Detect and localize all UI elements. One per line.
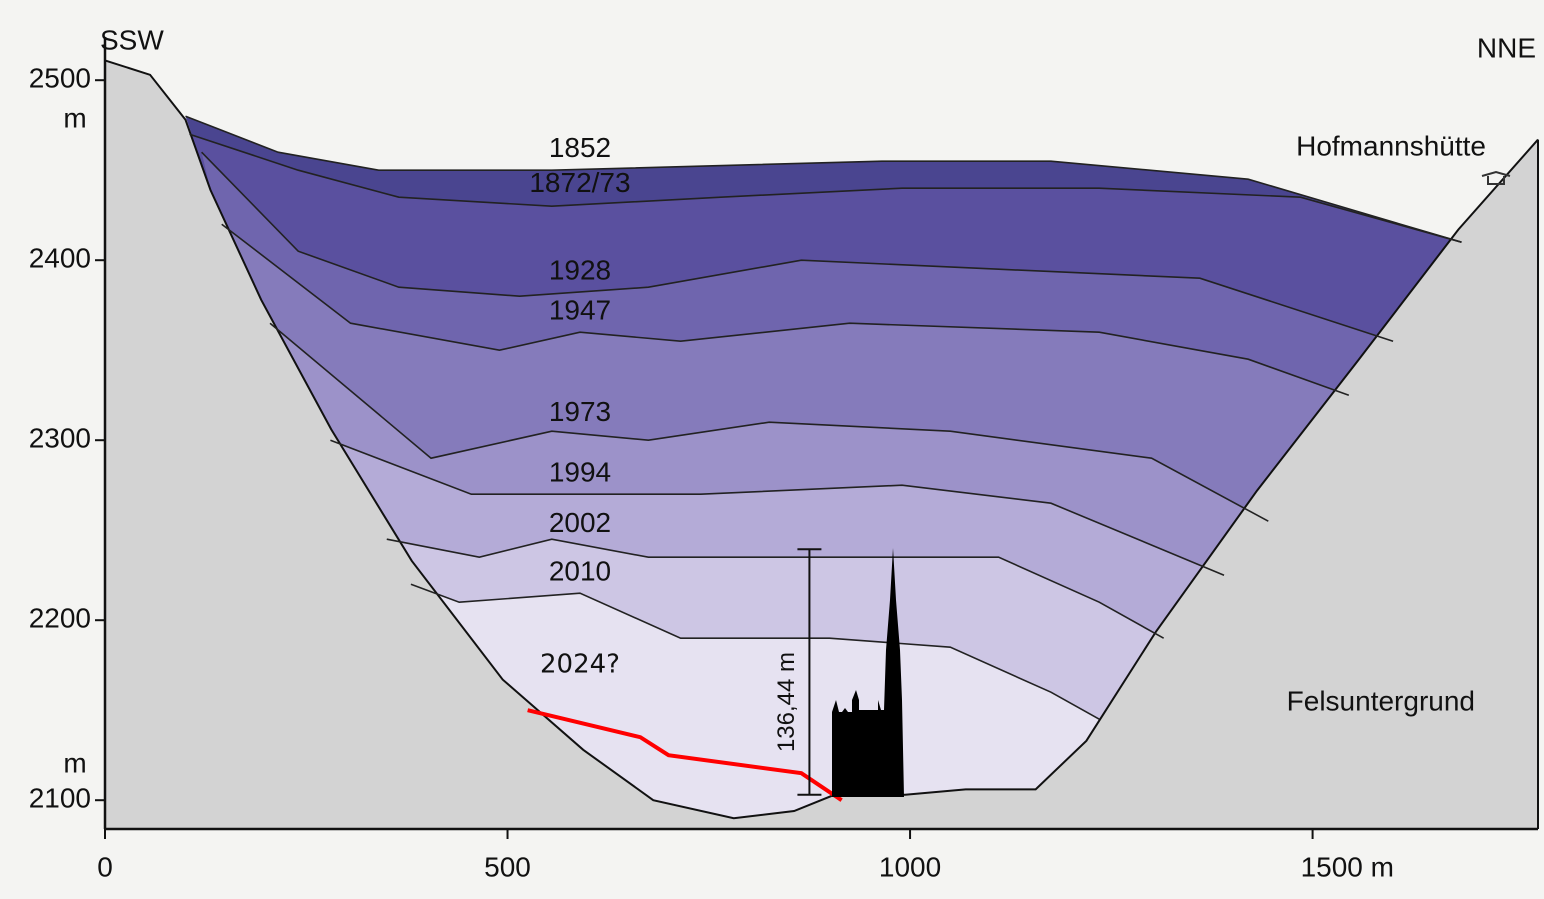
chart: 1852 1872/73 1928 1947 1973 1994 2002 2010 2024?… [0, 0, 1544, 899]
series-label: 1928 [549, 254, 611, 285]
series-label: 2002 [549, 507, 611, 538]
left-direction: SSW [100, 24, 164, 55]
series-label: 1947 [549, 295, 611, 326]
series-label: 1973 [549, 396, 611, 427]
x-tick-label: 0 [97, 851, 113, 882]
y-tick-label: 2300 [29, 423, 91, 454]
series-label: 1994 [549, 457, 611, 488]
y-unit-bottom: m [63, 747, 86, 778]
series-label: 2010 [549, 556, 611, 587]
x-tick-label: 1500 m [1301, 851, 1394, 882]
y-tick-label: 2200 [29, 603, 91, 634]
series-label: 1852 [549, 132, 611, 163]
series-label: 2024? [540, 650, 620, 680]
y-tick-label: 2500 [29, 63, 91, 94]
page: 1852 1872/73 1928 1947 1973 1994 2002 2010 2024?… [0, 0, 1544, 899]
right-direction: NNE [1477, 32, 1536, 63]
height-label: 136,44 m [773, 652, 800, 752]
series-label: 1872/73 [529, 167, 630, 198]
y-unit-top: m [63, 102, 86, 133]
x-tick-label: 500 [484, 851, 531, 882]
y-tick-label: 2100 [29, 783, 91, 814]
rock-label: Felsuntergrund [1287, 685, 1475, 716]
hut-label: Hofmannshütte [1296, 130, 1486, 161]
y-tick-label: 2400 [29, 243, 91, 274]
x-tick-label: 1000 [879, 851, 941, 882]
